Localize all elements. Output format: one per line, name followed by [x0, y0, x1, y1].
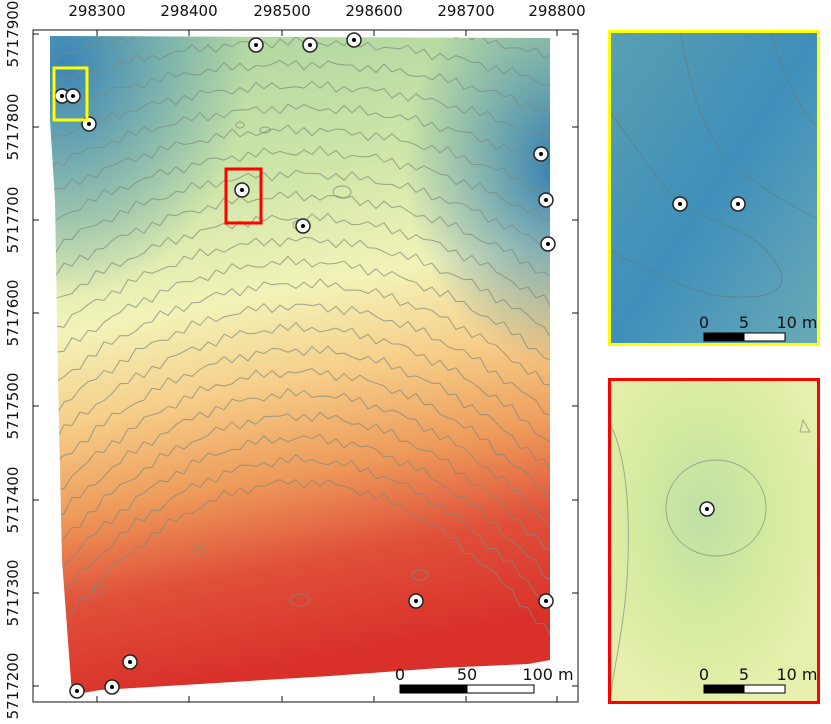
control-point-center [544, 599, 548, 603]
contour-line [289, 593, 311, 607]
contour-line [50, 36, 550, 66]
inset-yellow-contours [607, 29, 821, 298]
control-point-center [240, 188, 244, 192]
yellow-locator-box [52, 66, 89, 122]
inset-yellow-frame [608, 30, 820, 346]
inset-red: 0 5 10 m [607, 378, 820, 704]
contour-line [50, 453, 550, 624]
scale-label: 0 [699, 313, 709, 332]
contour-line [332, 185, 352, 199]
contour-line [50, 387, 550, 537]
contour-line [50, 478, 550, 648]
contour-line [50, 367, 550, 507]
contour-line [50, 255, 550, 370]
y-axis-labels: 5717900 5717800 5717700 5717600 5717500 … [4, 1, 22, 720]
x-tick-label: 298400 [160, 2, 217, 20]
contour-line [50, 345, 550, 479]
x-tick-label: 298700 [437, 2, 494, 20]
control-point-center [352, 38, 356, 42]
control-points [54, 32, 556, 699]
contour-line [235, 121, 245, 129]
scale-label: 0 [699, 665, 709, 684]
scale-label: 5 [739, 313, 749, 332]
dem-raster [50, 36, 550, 695]
x-axis-labels: 298300 298400 298500 298600 298700 29880… [68, 2, 585, 20]
x-tick-label: 298600 [345, 2, 402, 20]
y-tick-label: 5717500 [4, 373, 22, 440]
red-locator-box [224, 167, 263, 225]
control-point-center [71, 94, 75, 98]
contour-line [50, 302, 550, 430]
y-tick-label: 5717700 [4, 187, 22, 254]
axis-ticks [33, 30, 578, 702]
contour-line [50, 103, 550, 175]
contour-line [93, 585, 107, 595]
control-point-center [414, 599, 418, 603]
control-point-center [254, 43, 258, 47]
y-tick-label: 5717800 [4, 94, 22, 161]
inset-yellow: 0 5 10 m [607, 29, 821, 346]
scale-label: 50 [457, 665, 477, 684]
contour-line [411, 569, 429, 581]
inset-red-frame [608, 378, 820, 704]
control-point-center [75, 689, 79, 693]
contour-line [50, 80, 550, 146]
control-point-center [544, 198, 548, 202]
contour-line [50, 321, 550, 456]
contour-line [50, 190, 550, 287]
control-point-center [110, 685, 114, 689]
scale-label: 100 m [522, 665, 573, 684]
x-tick-label: 298300 [68, 2, 125, 20]
contour-line [50, 169, 550, 261]
contour-line [50, 145, 550, 233]
y-tick-label: 5717200 [4, 653, 22, 720]
control-point-center [308, 43, 312, 47]
contour-line [50, 411, 550, 567]
scale-label: 10 m [776, 665, 817, 684]
scale-label: 10 m [776, 313, 817, 332]
main-scale-bar: 0 50 100 m [395, 665, 574, 694]
y-tick-label: 5717600 [4, 280, 22, 347]
control-point-center [301, 224, 305, 228]
inset-red-contours [607, 418, 811, 701]
x-tick-label: 298500 [253, 2, 310, 20]
contour-line [50, 59, 550, 117]
control-point-center [87, 122, 91, 126]
control-point-center [128, 660, 132, 664]
y-tick-label: 5717300 [4, 560, 22, 627]
control-point-center [539, 152, 543, 156]
contour-lines [50, 36, 550, 648]
contour-line [50, 433, 550, 599]
contour-line [259, 126, 271, 134]
contour-line [50, 236, 550, 340]
x-tick-label: 298800 [528, 2, 585, 20]
y-tick-label: 5717900 [4, 1, 22, 68]
control-point-center [546, 242, 550, 246]
scale-label: 5 [739, 665, 749, 684]
scale-label: 0 [395, 665, 405, 684]
contour-line [50, 36, 550, 92]
contour-line [50, 278, 550, 400]
contour-line [50, 124, 550, 203]
contour-line [193, 545, 207, 555]
control-point-center [60, 94, 64, 98]
y-tick-label: 5717400 [4, 467, 22, 534]
